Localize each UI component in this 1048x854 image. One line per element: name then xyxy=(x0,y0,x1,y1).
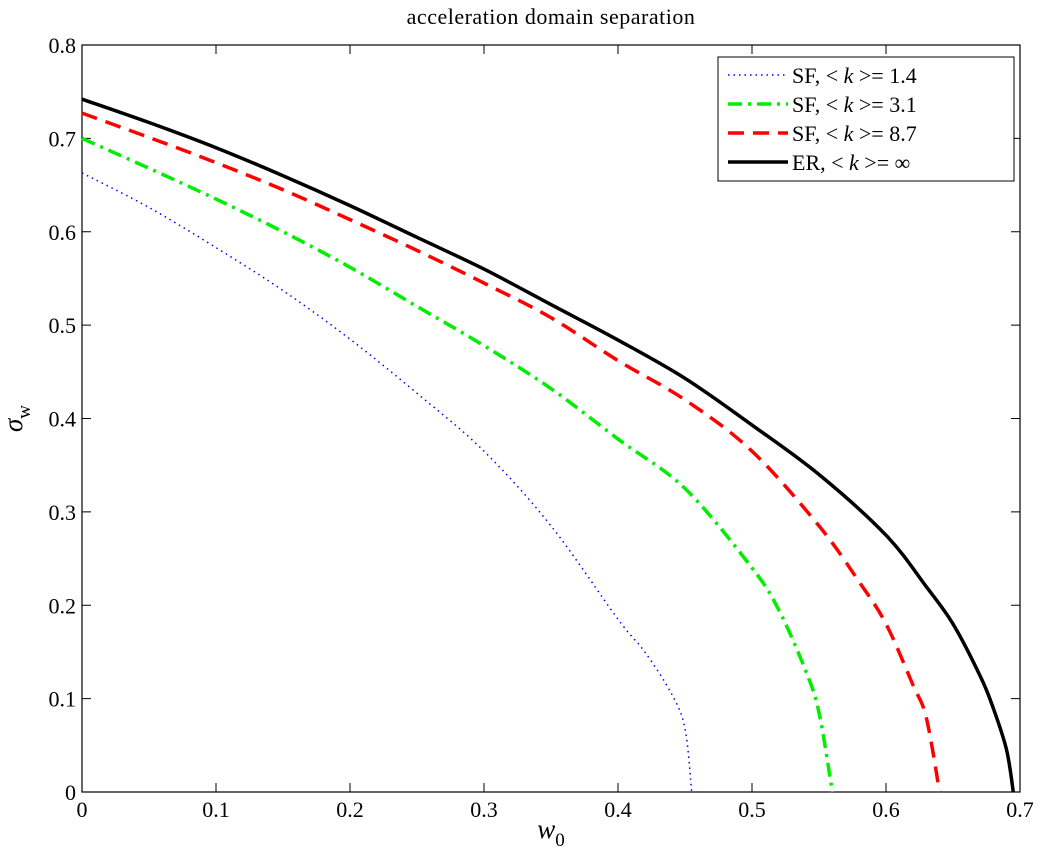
legend-label-var: k xyxy=(844,92,859,117)
x-tick-label: 0.3 xyxy=(470,797,498,822)
y-axis-subscript: w xyxy=(14,405,35,419)
legend-label: SF, < k >= 3.1 xyxy=(792,92,917,117)
y-tick-label: 0.2 xyxy=(49,593,77,618)
series-line-4 xyxy=(81,97,1016,793)
tick-labels: 0 0.1 0.2 0.3 0.4 0.5 0.6 0.7 0 0.1 0.2 0.3 0.4 0.5 0.… xyxy=(49,33,1034,822)
legend-label: SF, < k >= 8.7 xyxy=(792,121,917,146)
legend-label-prefix: SF, < xyxy=(792,121,844,146)
legend-label-suffix: >= ∞ xyxy=(864,150,910,175)
y-axis-symbol: σ xyxy=(0,417,28,432)
x-axis-symbol: w xyxy=(537,814,555,844)
x-tick-label: 0.6 xyxy=(872,797,900,822)
legend-entry-4: ER, < k >= ∞ xyxy=(728,150,910,175)
y-axis-label: σw xyxy=(0,405,35,432)
legend-label-prefix: SF, < xyxy=(792,63,844,88)
x-tick-label: 0.7 xyxy=(1006,797,1034,822)
legend-label-suffix: >= 3.1 xyxy=(859,92,917,117)
y-tick-label: 0.6 xyxy=(49,220,77,245)
legend-label-suffix: >= 1.4 xyxy=(859,63,917,88)
series-line-3 xyxy=(81,111,942,793)
y-tick-label: 0.4 xyxy=(49,407,77,432)
x-tick-label: 0.5 xyxy=(738,797,766,822)
legend-label: SF, < k >= 1.4 xyxy=(792,63,917,88)
series-line-2 xyxy=(81,136,835,793)
y-tick-label: 0.3 xyxy=(49,500,77,525)
y-tick-label: 0.7 xyxy=(49,126,77,151)
y-tick-label: 0.8 xyxy=(49,33,77,58)
x-axis-label: w0 xyxy=(537,814,565,851)
axis-ticks xyxy=(81,44,1021,793)
legend-label-var: k xyxy=(844,63,859,88)
legend-entry-3: SF, < k >= 8.7 xyxy=(728,121,917,146)
x-axis-subscript: 0 xyxy=(555,830,565,851)
x-tick-label: 0 xyxy=(77,797,88,822)
y-tick-label: 0.5 xyxy=(49,313,77,338)
legend-label-suffix: >= 8.7 xyxy=(859,121,917,146)
legend-label-var: k xyxy=(844,121,859,146)
chart-title: acceleration domain separation xyxy=(407,4,696,29)
x-tick-label: 0.2 xyxy=(336,797,364,822)
y-tick-label: 0 xyxy=(65,780,76,805)
x-tick-label: 0.1 xyxy=(202,797,230,822)
legend-label-prefix: ER, < xyxy=(792,150,849,175)
legend-label-prefix: SF, < xyxy=(792,92,844,117)
series-lines xyxy=(81,97,1016,793)
x-tick-label: 0.4 xyxy=(604,797,632,822)
legend-entry-2: SF, < k >= 3.1 xyxy=(728,92,917,117)
legend-label: ER, < k >= ∞ xyxy=(792,150,910,175)
legend-entry-1: SF, < k >= 1.4 xyxy=(728,63,917,88)
y-tick-label: 0.1 xyxy=(49,687,77,712)
legend-label-var: k xyxy=(849,150,864,175)
legend: SF, < k >= 1.4SF, < k >= 3.1SF, < k >= 8… xyxy=(717,56,1015,182)
